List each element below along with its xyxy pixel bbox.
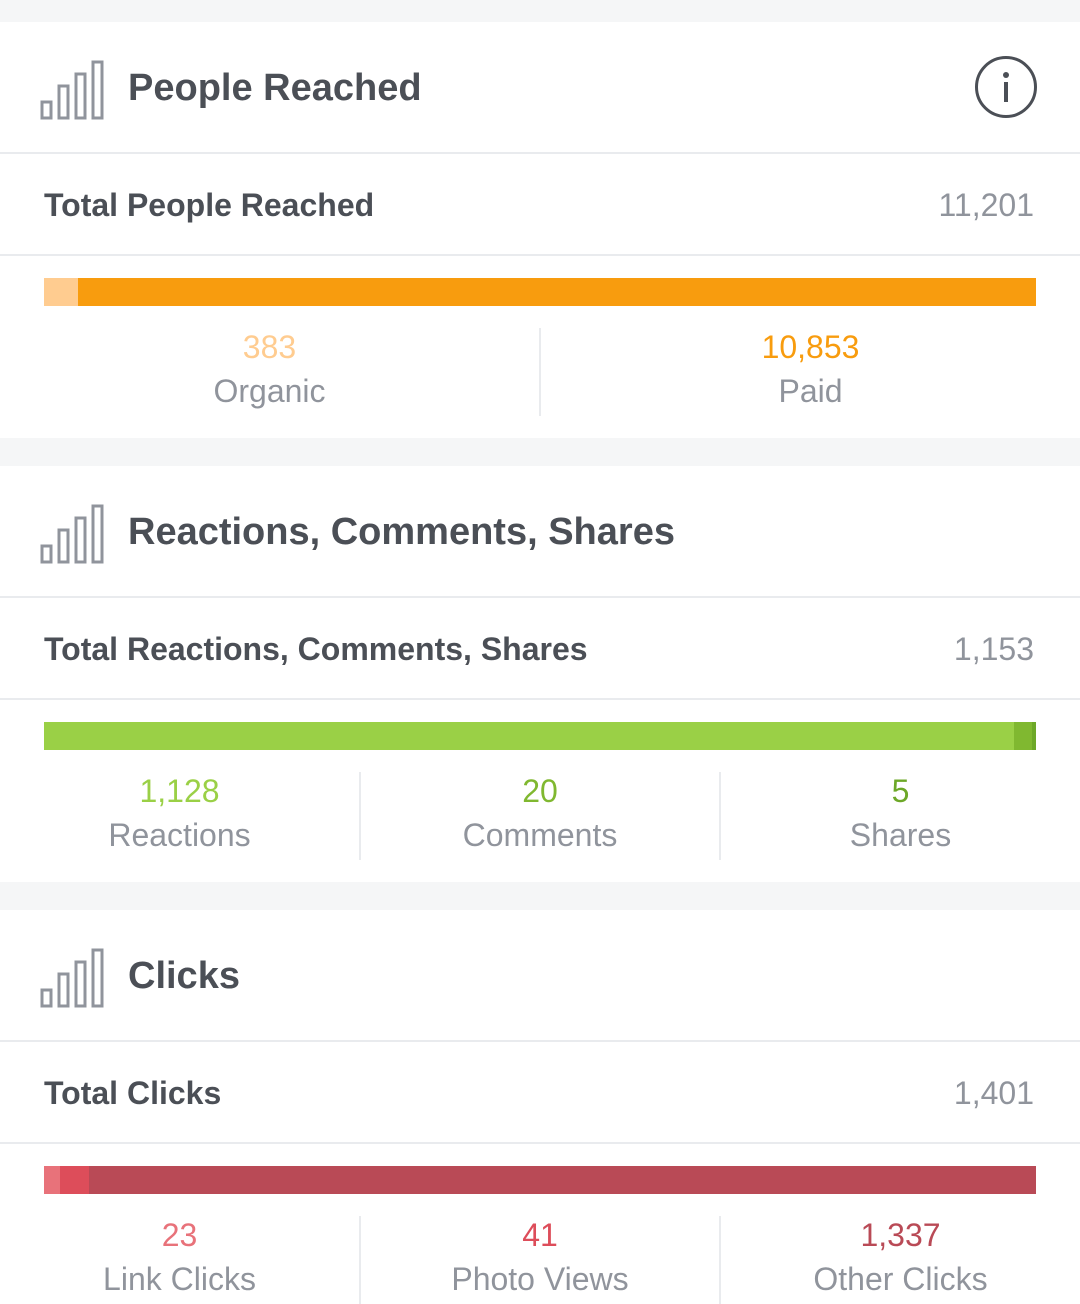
info-button[interactable] — [975, 56, 1037, 118]
stat-value: 1,128 — [139, 773, 220, 809]
stat-label: Link Clicks — [103, 1261, 256, 1297]
clicks-section: Clicks Total Clicks 1,401 23 Link Clicks… — [0, 910, 1080, 1304]
reach-breakdown-stats: 383 Organic 10,853 Paid — [0, 328, 1080, 416]
info-icon — [1003, 72, 1009, 102]
bar-chart-icon — [40, 504, 104, 564]
engagement-breakdown-stats: 1,128 Reactions 20 Comments 5 Shares — [0, 772, 1080, 860]
bar-segment-organic — [44, 278, 78, 306]
total-row: Total Clicks 1,401 — [0, 1042, 1080, 1144]
stat-value: 23 — [161, 1217, 198, 1253]
total-value: 11,201 — [938, 187, 1035, 223]
stat-link-clicks: 23 Link Clicks — [0, 1216, 359, 1304]
clicks-header: Clicks — [0, 910, 1080, 1042]
stat-divider — [719, 772, 721, 860]
total-row: Total People Reached 11,201 — [0, 154, 1080, 256]
stat-value: 41 — [522, 1217, 558, 1253]
stat-photo-views: 41 Photo Views — [361, 1216, 719, 1304]
clicks-breakdown-bar — [44, 1166, 1036, 1194]
stat-organic: 383 Organic — [0, 328, 539, 416]
engagement-section: Reactions, Comments, Shares Total Reacti… — [0, 466, 1080, 882]
total-value: 1,401 — [953, 1075, 1034, 1111]
total-row: Total Reactions, Comments, Shares 1,153 — [0, 598, 1080, 700]
people-reached-section: People Reached Total People Reached 11,2… — [0, 22, 1080, 438]
total-label: Total Reactions, Comments, Shares — [44, 631, 588, 667]
stat-value: 20 — [522, 773, 558, 809]
stat-value: 383 — [242, 329, 297, 365]
bar-segment-link-clicks — [44, 1166, 61, 1194]
stat-divider — [719, 1216, 721, 1304]
stat-comments: 20 Comments — [361, 772, 719, 860]
stat-paid: 10,853 Paid — [541, 328, 1080, 416]
stat-label: Organic — [213, 373, 326, 409]
section-title: Reactions, Comments, Shares — [128, 511, 675, 553]
bar-chart-icon — [40, 60, 104, 120]
bar-chart-icon — [40, 948, 104, 1008]
people-reached-header: People Reached — [0, 22, 1080, 154]
stat-divider — [539, 328, 541, 416]
engagement-breakdown-bar — [44, 722, 1036, 750]
stat-value: 1,337 — [860, 1217, 941, 1253]
bar-segment-comments — [1014, 722, 1032, 750]
total-label: Total Clicks — [44, 1075, 222, 1111]
stat-label: Photo Views — [451, 1261, 629, 1297]
stat-divider — [359, 772, 361, 860]
bar-segment-paid — [77, 278, 1036, 306]
total-value: 1,153 — [953, 631, 1034, 667]
engagement-header: Reactions, Comments, Shares — [0, 466, 1080, 598]
bar-segment-other-clicks — [89, 1166, 1036, 1194]
reach-breakdown-bar — [44, 278, 1036, 306]
clicks-breakdown-stats: 23 Link Clicks 41 Photo Views 1,337 Othe… — [0, 1216, 1080, 1304]
bar-segment-reactions — [44, 722, 1015, 750]
bar-segment-photo-views — [60, 1166, 90, 1194]
stat-value: 5 — [891, 773, 910, 809]
section-title: People Reached — [128, 67, 422, 109]
stat-shares: 5 Shares — [721, 772, 1080, 860]
total-label: Total People Reached — [44, 187, 375, 223]
stat-divider — [359, 1216, 361, 1304]
bar-segment-shares — [1031, 722, 1036, 750]
stat-reactions: 1,128 Reactions — [0, 772, 359, 860]
stat-value: 10,853 — [761, 329, 860, 365]
stat-label: Paid — [778, 373, 843, 409]
stat-label: Reactions — [108, 817, 251, 853]
stat-other-clicks: 1,337 Other Clicks — [721, 1216, 1080, 1304]
stat-label: Other Clicks — [813, 1261, 988, 1297]
section-title: Clicks — [128, 955, 240, 997]
stat-label: Shares — [849, 817, 952, 853]
stat-label: Comments — [462, 817, 618, 853]
